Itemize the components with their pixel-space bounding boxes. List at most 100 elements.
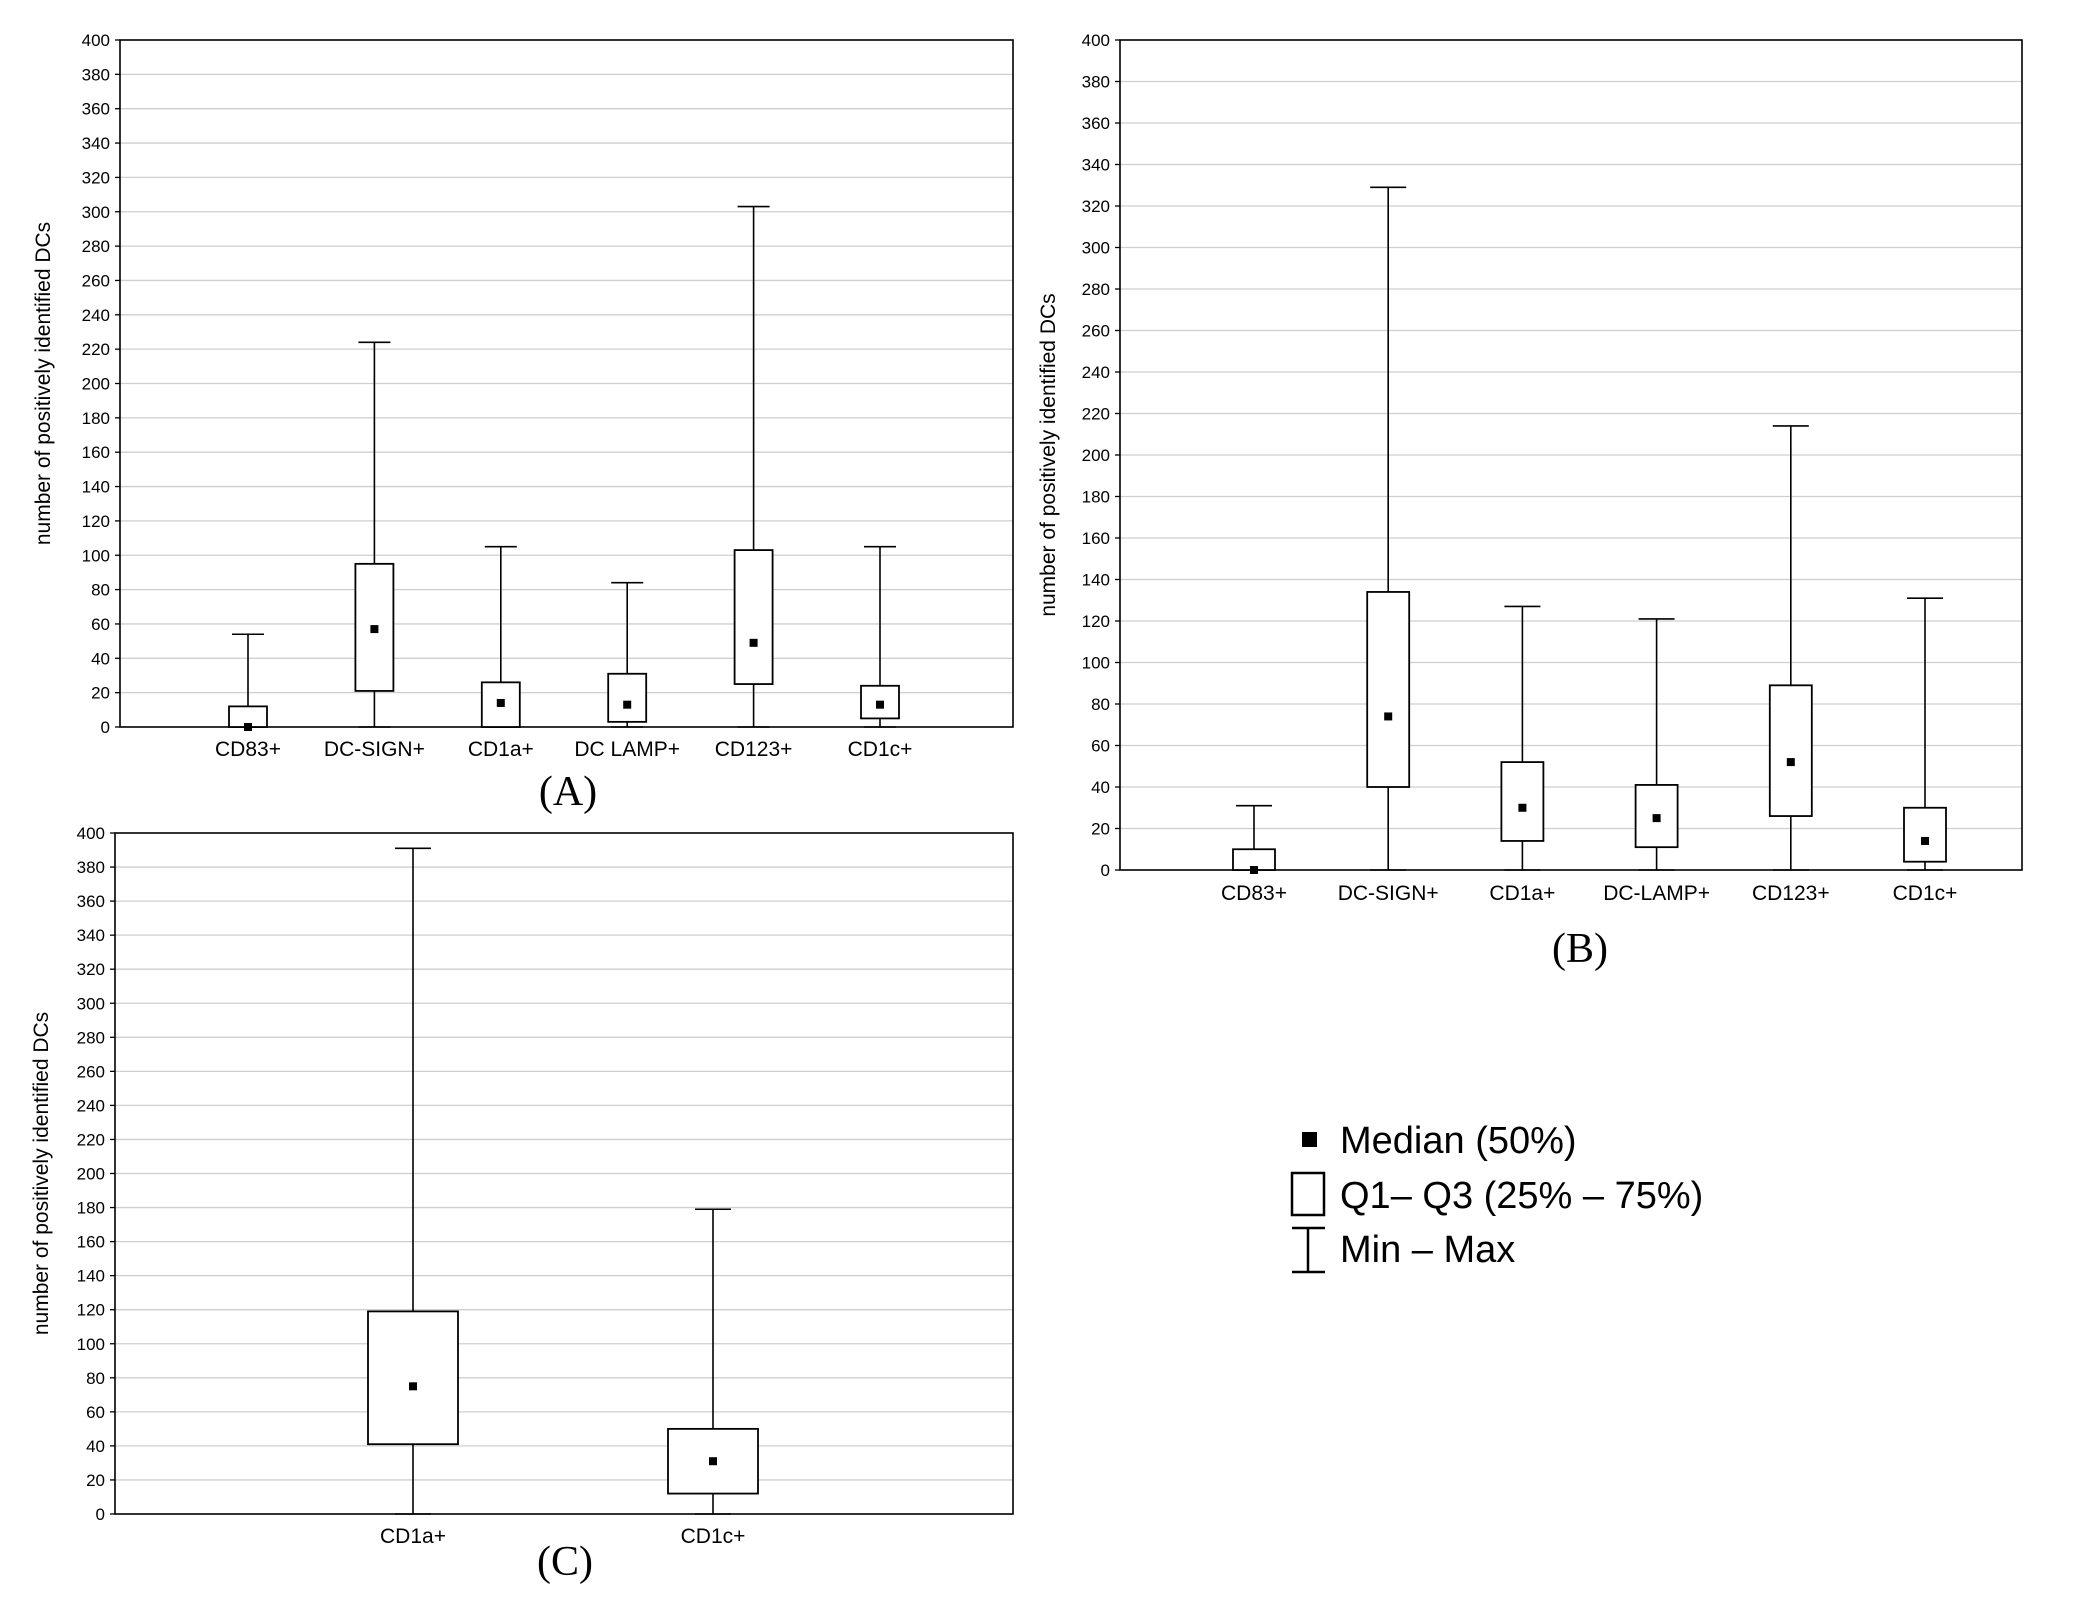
category-label: DC-SIGN+ (324, 738, 425, 761)
y-tick-label: 180 (82, 409, 110, 428)
y-tick-label: 0 (96, 1505, 105, 1524)
iqr-box (1366, 591, 1411, 788)
y-tick-label: 80 (1091, 695, 1110, 714)
panel-label-a: (A) (539, 769, 597, 815)
median-marker (876, 700, 884, 709)
y-tick-label: 220 (77, 1130, 105, 1149)
panel-label-b: (B) (1552, 926, 1608, 972)
y-tick-label: 120 (77, 1301, 105, 1320)
y-tick-label: 100 (1082, 654, 1110, 673)
y-tick-label: 40 (86, 1437, 105, 1456)
category-label: CD1a+ (468, 738, 534, 761)
y-tick-label: 220 (82, 340, 110, 359)
category-label: DC-LAMP+ (1603, 882, 1710, 905)
category-label: CD83+ (1221, 882, 1287, 905)
chart-panel-c: 0 20 40 60 80 100 120 140 160 180 200 220 240 260 280 3… (30, 824, 1014, 1548)
median-marker (1384, 712, 1393, 721)
y-tick-label: 320 (1082, 197, 1110, 216)
y-tick-label: 200 (82, 375, 110, 394)
y-tick-label: 400 (1082, 31, 1110, 50)
category-label: CD83+ (215, 738, 281, 761)
y-tick-label: 260 (82, 271, 110, 290)
y-axis-label: number of positively identified DCs (1037, 293, 1060, 616)
y-tick-label: 280 (1082, 280, 1110, 299)
y-tick-label: 340 (1082, 156, 1110, 175)
y-tick-label: 280 (82, 237, 110, 256)
y-tick-label: 300 (77, 994, 105, 1013)
category-label: CD1c+ (681, 1525, 746, 1548)
category-label: CD1c+ (1893, 882, 1958, 905)
category-label: CD1c+ (848, 738, 913, 761)
legend-median-marker (1302, 1132, 1317, 1147)
chart-panel-a: 0 20 40 60 80 100 120 140 160 180 200 220 240 260 280 3… (32, 31, 1014, 761)
y-tick-label: 140 (82, 478, 110, 497)
iqr-box (1903, 806, 1947, 863)
y-tick-label: 360 (77, 892, 105, 911)
y-tick-label: 240 (1082, 363, 1110, 382)
y-tick-label: 80 (86, 1369, 105, 1388)
category-label: CD123+ (715, 738, 793, 761)
median-marker (1786, 758, 1795, 767)
y-tick-label: 20 (86, 1471, 105, 1490)
y-tick-label: 220 (1082, 405, 1110, 424)
iqr-box (1500, 761, 1545, 842)
y-tick-label: 360 (82, 100, 110, 119)
y-tick-label: 380 (82, 65, 110, 84)
panel-label-c: (C) (537, 1539, 593, 1585)
y-tick-label: 320 (77, 960, 105, 979)
y-tick-label: 100 (82, 546, 110, 565)
y-tick-label: 240 (82, 306, 110, 325)
plot-frame (119, 39, 1014, 728)
y-tick-label: 240 (77, 1096, 105, 1115)
legend-median-label: Median (50%) (1340, 1120, 1577, 1162)
median-marker (749, 638, 758, 647)
y-tick-label: 400 (77, 824, 105, 843)
median-marker (244, 723, 252, 731)
y-tick-label: 140 (1082, 571, 1110, 590)
y-tick-label: 260 (77, 1062, 105, 1081)
y-tick-label: 380 (77, 858, 105, 877)
y-tick-label: 120 (1082, 612, 1110, 631)
median-marker (1518, 803, 1527, 812)
y-tick-label: 0 (101, 718, 110, 737)
median-marker (496, 698, 505, 707)
category-label: CD123+ (1752, 882, 1830, 905)
median-marker (1652, 814, 1661, 823)
iqr-box (733, 549, 774, 685)
category-label: CD1a+ (1489, 882, 1555, 905)
y-tick-label: 280 (77, 1028, 105, 1047)
median-marker (370, 625, 379, 634)
y-tick-label: 200 (1082, 446, 1110, 465)
y-tick-label: 400 (82, 31, 110, 50)
y-tick-label: 380 (1082, 73, 1110, 92)
median-marker (709, 1457, 717, 1466)
y-tick-label: 40 (1091, 778, 1110, 797)
category-label: CD1a+ (380, 1525, 446, 1548)
y-tick-label: 180 (77, 1199, 105, 1218)
y-tick-label: 340 (82, 134, 110, 153)
y-tick-label: 200 (77, 1165, 105, 1184)
chart-panel-b: 0 20 40 60 80 100 120 140 160 180 200 220 240 260 280 3… (1037, 31, 2023, 905)
y-tick-label: 300 (82, 203, 110, 222)
y-tick-label: 0 (1101, 861, 1110, 880)
y-tick-label: 60 (86, 1403, 105, 1422)
median-marker (1250, 866, 1258, 874)
y-tick-label: 320 (82, 168, 110, 187)
iqr-box (607, 672, 648, 723)
y-tick-label: 20 (1091, 820, 1110, 839)
y-tick-label: 360 (1082, 114, 1110, 133)
y-tick-label: 160 (82, 443, 110, 462)
y-tick-label: 40 (91, 649, 110, 668)
legend-range-label: Min – Max (1340, 1229, 1515, 1271)
plot-frame (1119, 39, 2023, 871)
y-axis-label: number of positively identified DCs (32, 222, 55, 545)
y-tick-label: 60 (1091, 737, 1110, 756)
y-tick-label: 180 (1082, 488, 1110, 507)
y-tick-label: 340 (77, 926, 105, 945)
y-tick-label: 260 (1082, 322, 1110, 341)
median-marker (623, 700, 632, 709)
y-tick-label: 60 (91, 615, 110, 634)
iqr-box (367, 1310, 459, 1446)
y-tick-label: 300 (1082, 239, 1110, 258)
y-tick-label: 100 (77, 1335, 105, 1354)
